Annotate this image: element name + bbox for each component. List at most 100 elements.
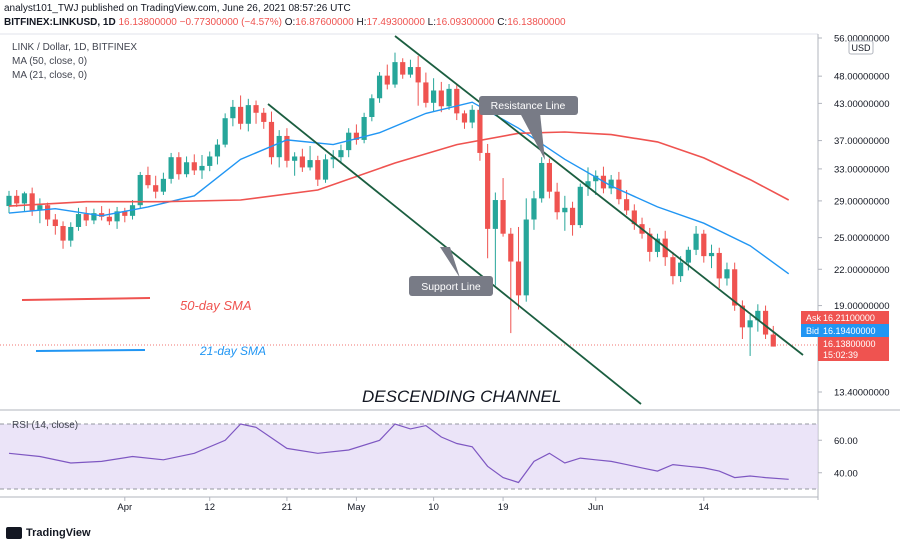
candle-body-91: [708, 252, 715, 257]
chart-title-text: LINK / Dollar, 1D, BITFINEX: [12, 42, 138, 53]
candle-body-67: [523, 219, 529, 296]
candle-body-62: [485, 152, 491, 229]
publish-info: analyst101_TWJ published on TradingView.…: [4, 3, 351, 14]
candle-body-53: [415, 67, 421, 83]
tradingview-logo-icon: [6, 527, 22, 540]
ma21-line: [8, 101, 790, 275]
candle-body-34: [268, 121, 275, 158]
candle-body-32: [253, 105, 259, 113]
brand-text: TradingView: [26, 527, 91, 539]
support-callout-pointer: [440, 247, 460, 278]
rsi-legend-text: RSI (14, close): [12, 420, 79, 431]
time-axis: Apr 12 21 May 10 19 Jun 14: [117, 497, 709, 513]
candle-body-75: [585, 181, 591, 187]
low-value: 16.09300000: [436, 17, 495, 28]
candle-body-3: [29, 193, 35, 211]
candle-body-47: [369, 98, 375, 117]
ma21-legend[interactable]: MA (21, close, 0): [12, 70, 87, 81]
rsi-line: [8, 423, 789, 484]
time-tick-label-6: Jun: [588, 502, 603, 513]
candle-body-20: [160, 178, 166, 192]
price-tick-label-1: 48.00000000: [834, 72, 889, 83]
candle-body-96: [747, 320, 753, 328]
candle-body-60: [469, 109, 475, 123]
candle-body-0: [6, 195, 12, 207]
candle-body-76: [593, 175, 599, 182]
ma50-legend[interactable]: MA (50, close, 0): [12, 56, 87, 67]
candle-body-92: [716, 252, 722, 279]
candle-body-13: [106, 216, 112, 222]
candle-body-64: [500, 200, 506, 234]
candle-body-72: [562, 207, 568, 213]
candle-body-31: [245, 105, 251, 124]
price-tick-label-5: 29.00000000: [834, 196, 889, 207]
close-label: C:: [497, 17, 508, 28]
candle-body-10: [83, 214, 89, 221]
candle-body-12: [99, 213, 105, 217]
support-callout: [409, 276, 493, 296]
candle-body-35: [276, 135, 282, 158]
low-label: L:: [427, 17, 437, 28]
candle-body-40: [315, 160, 321, 180]
open-value: 16.87600000: [295, 17, 354, 28]
candles: [6, 52, 776, 356]
resistance-label: Resistance Line: [491, 100, 566, 112]
candle-body-41: [322, 159, 329, 180]
candle-body-65: [508, 233, 514, 262]
candle-body-49: [384, 75, 390, 85]
candle-body-99: [770, 334, 776, 347]
candle-body-5: [45, 205, 51, 220]
price-tick-label-7: 22.00000000: [834, 265, 889, 276]
candle-body-15: [122, 211, 128, 216]
candle-body-83: [647, 233, 653, 252]
candle-body-48: [376, 75, 383, 99]
high-label: H:: [356, 17, 367, 28]
candle-body-23: [183, 162, 190, 175]
tradingview-brand[interactable]: TradingView: [6, 527, 91, 540]
last-price-tag: [818, 337, 889, 361]
time-tick-label-2: 21: [282, 502, 293, 513]
price-axis: 56.00000000 48.00000000 43.00000000 37.0000…: [818, 34, 889, 399]
candle-body-63: [492, 200, 498, 229]
candle-body-28: [222, 118, 228, 145]
price-tick-label-0: 56.00000000: [834, 34, 889, 45]
candle-body-93: [724, 269, 730, 279]
price-tick-label-8: 19.00000000: [834, 301, 889, 312]
bid-value: 16.19400000: [823, 326, 876, 336]
rsi-axis: 60.00 40.00: [818, 436, 858, 479]
candle-body-68: [531, 198, 537, 220]
candle-body-58: [454, 88, 460, 114]
rsi-band: [0, 424, 818, 489]
candle-body-54: [423, 82, 429, 103]
sma21-sample-line: [35, 349, 146, 352]
candle-body-74: [577, 186, 583, 226]
sma50-label: 50-day SMA: [180, 298, 252, 313]
last-price-tag-value: 16.13800000: [823, 339, 876, 349]
candle-body-61: [477, 109, 483, 153]
currency-label: USD: [851, 43, 871, 53]
publish-info-text: analyst101_TWJ published on TradingView.…: [4, 3, 351, 14]
price-change: −0.77300000 (−4.57%): [179, 17, 282, 28]
time-tick-label-7: 14: [699, 502, 710, 513]
bid-tag: [801, 324, 889, 337]
countdown-value: 15:02:39: [823, 350, 858, 360]
price-tick-label-2: 43.00000000: [834, 99, 889, 110]
high-value: 17.49300000: [366, 17, 425, 28]
last-price: 16.13800000: [118, 17, 177, 28]
resistance-callout-pointer: [520, 113, 545, 160]
candle-body-36: [284, 135, 290, 161]
candle-body-45: [353, 132, 359, 140]
ma50-legend-text: MA (50, close, 0): [12, 56, 88, 67]
candle-body-94: [732, 269, 738, 306]
resistance-callout: [479, 96, 578, 115]
candle-body-22: [176, 157, 182, 175]
candle-body-78: [608, 179, 614, 189]
close-value: 16.13800000: [507, 17, 566, 28]
rsi-legend[interactable]: RSI (14, close): [12, 420, 78, 431]
candle-body-88: [685, 249, 691, 263]
candle-body-73: [569, 207, 576, 226]
candle-body-46: [361, 116, 367, 140]
time-tick-label-0: Apr: [117, 502, 132, 513]
price-tick-label-4: 33.00000000: [834, 164, 889, 175]
